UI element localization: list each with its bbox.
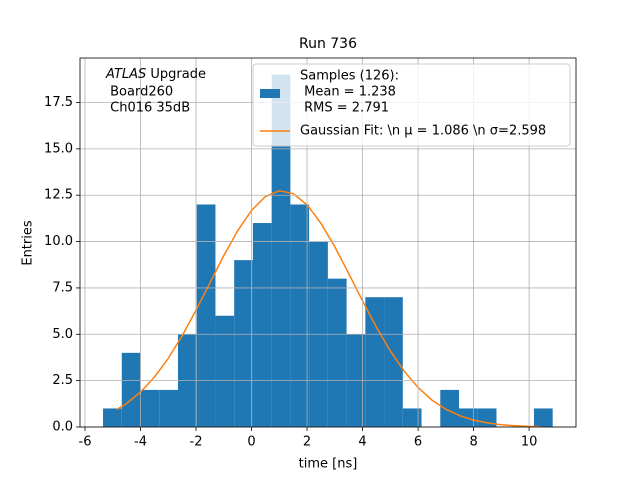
bar <box>533 408 553 427</box>
legend-label: RMS = 2.791 <box>300 101 389 116</box>
y-tick-label: 7.5 <box>52 280 73 295</box>
bar <box>140 389 160 427</box>
y-tick-label: 5.0 <box>52 327 73 342</box>
bar <box>271 74 291 427</box>
x-tick-label: 2 <box>303 435 311 450</box>
legend-frame <box>252 63 571 147</box>
bar <box>121 352 141 427</box>
bar <box>290 204 310 427</box>
bar <box>402 408 422 427</box>
x-tick-label: 0 <box>247 435 255 450</box>
x-tick-label: -2 <box>190 435 203 450</box>
legend-label: Samples (126): <box>300 69 399 84</box>
bar <box>327 278 347 427</box>
annotation-text: Upgrade <box>146 67 206 82</box>
y-tick-label: 2.5 <box>52 373 73 388</box>
x-tick-label: 10 <box>521 435 538 450</box>
x-tick-label: 6 <box>414 435 422 450</box>
bar <box>103 408 122 427</box>
bar <box>252 223 272 427</box>
bar <box>215 315 235 427</box>
y-tick-label: 12.5 <box>44 188 73 203</box>
y-axis-label: Entries <box>21 220 36 266</box>
chart-title: Run 736 <box>299 36 357 52</box>
legend-swatch <box>260 89 280 98</box>
y-tick-label: 0.0 <box>52 420 73 435</box>
x-tick-label: -6 <box>79 435 92 450</box>
legend-label: Gaussian Fit: \n μ = 1.086 \n σ=2.598 <box>300 124 546 139</box>
plot-frame <box>79 57 577 428</box>
bar <box>384 297 403 427</box>
y-tick-label: 17.5 <box>44 95 73 110</box>
annotation-line: Ch016 35dB <box>106 101 190 116</box>
annotation-emphasis: ATLAS <box>105 67 146 82</box>
y-tick-label: 15.0 <box>44 141 73 156</box>
annotation-line: Board260 <box>106 85 173 100</box>
fit-line <box>116 189 541 428</box>
y-tick-label: 10.0 <box>44 234 73 249</box>
x-tick-label: -4 <box>134 435 147 450</box>
x-tick-label: 8 <box>469 435 477 450</box>
bar <box>234 260 253 427</box>
bar <box>365 297 385 427</box>
bar <box>196 204 216 427</box>
bar <box>440 389 460 427</box>
x-axis-label: time [ns] <box>299 457 358 472</box>
annotation: ATLAS Upgrade <box>105 67 206 82</box>
x-tick-label: 4 <box>358 435 366 450</box>
legend-label: Mean = 1.238 <box>300 85 396 100</box>
bar <box>159 389 178 427</box>
